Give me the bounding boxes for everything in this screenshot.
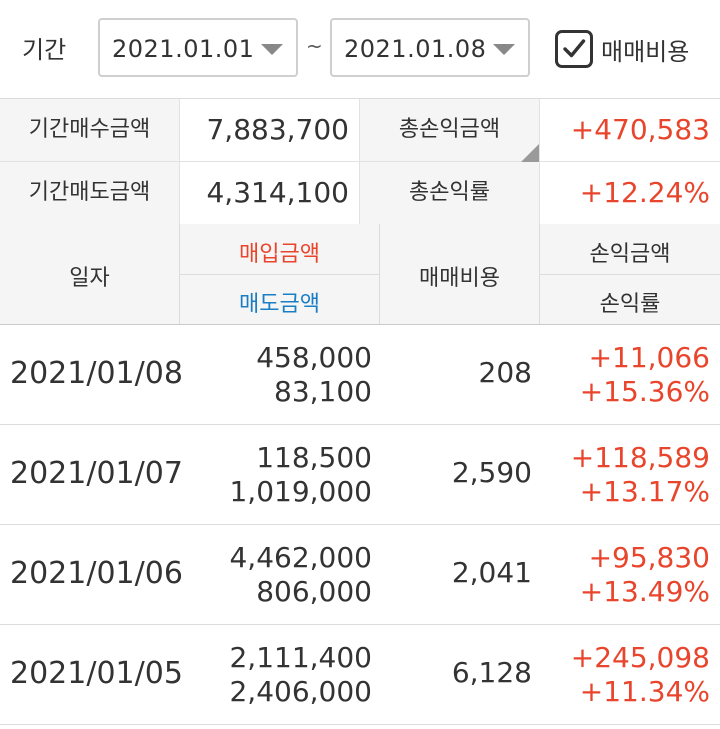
row-fee: 6,128 [451, 656, 532, 689]
date-range-separator: ~ [306, 34, 323, 58]
row-pl-amount: +11,066 [588, 341, 710, 374]
row-buy-amount: 2,111,400 [229, 641, 372, 674]
row-pl-rate: +13.49% [579, 575, 710, 608]
header-sell-amount[interactable]: 매도금액 [239, 292, 320, 317]
sell-total-label: 기간매도금액 [0, 162, 180, 225]
row-pl-amount: +118,589 [570, 441, 710, 474]
tooltip-corner-icon[interactable] [521, 144, 539, 162]
table-row[interactable]: 2021/01/06 4,462,000 806,000 2,041 +95,8… [0, 525, 720, 625]
row-pl-rate: +15.36% [579, 375, 710, 408]
row-date: 2021/01/05 [10, 656, 183, 691]
row-sell-amount: 83,100 [274, 375, 372, 408]
header-divider [179, 224, 180, 324]
header-divider [180, 274, 379, 275]
total-pl-rate-label: 총손익률 [360, 162, 540, 225]
header-divider [539, 224, 540, 324]
header-divider [379, 224, 380, 324]
row-buy-amount: 118,500 [256, 441, 372, 474]
checkmark-icon [563, 39, 586, 58]
header-date[interactable]: 일자 [69, 266, 110, 291]
period-label: 기간 [22, 36, 67, 64]
header-pl-amount[interactable]: 손익금액 [589, 242, 671, 267]
total-pl-rate-value: +12.24% [540, 162, 720, 225]
row-pl-amount: +95,830 [588, 541, 710, 574]
row-pl-rate: +13.17% [579, 475, 710, 508]
row-date: 2021/01/06 [10, 556, 183, 591]
header-fee[interactable]: 매매비용 [419, 266, 500, 291]
sell-total-value: 4,314,100 [180, 162, 360, 225]
end-date-value: 2021.01.08 [344, 35, 487, 63]
row-fee: 208 [478, 356, 532, 389]
chevron-down-icon [261, 44, 283, 55]
fee-checkbox-label: 매매비용 [601, 38, 690, 66]
end-date-select[interactable]: 2021.01.08 [330, 18, 530, 77]
start-date-select[interactable]: 2021.01.01 [98, 18, 298, 77]
header-divider [540, 274, 720, 275]
chevron-down-icon [493, 44, 515, 55]
header-pl-rate[interactable]: 손익률 [599, 292, 661, 317]
buy-total-value: 7,883,700 [180, 99, 360, 162]
row-sell-amount: 806,000 [256, 575, 372, 608]
row-date: 2021/01/08 [10, 356, 183, 391]
start-date-value: 2021.01.01 [112, 35, 255, 63]
row-buy-amount: 4,462,000 [229, 541, 372, 574]
row-pl-amount: +245,098 [570, 641, 710, 674]
buy-total-label: 기간매수금액 [0, 99, 180, 162]
row-date: 2021/01/07 [10, 456, 183, 491]
total-pl-label: 총손익금액 [360, 99, 540, 162]
table-row[interactable]: 2021/01/07 118,500 1,019,000 2,590 +118,… [0, 425, 720, 525]
row-pl-rate: +11.34% [579, 675, 710, 708]
table-row[interactable]: 2021/01/08 458,000 83,100 208 +11,066 +1… [0, 325, 720, 425]
row-fee: 2,590 [451, 456, 532, 489]
summary-panel: 기간매수금액 7,883,700 총손익금액 +470,583 기간매도금액 4… [0, 98, 720, 225]
table-row[interactable]: 2021/01/05 2,111,400 2,406,000 6,128 +24… [0, 625, 720, 725]
row-sell-amount: 2,406,000 [229, 675, 372, 708]
row-fee: 2,041 [451, 556, 532, 589]
period-filter-bar: 기간 2021.01.01 ~ 2021.01.08 매매비용 [0, 0, 720, 98]
row-buy-amount: 458,000 [256, 341, 372, 374]
table-header: 일자 매입금액 매도금액 매매비용 손익금액 손익률 [0, 224, 720, 325]
header-buy-amount[interactable]: 매입금액 [239, 242, 320, 267]
checkbox-box[interactable] [555, 30, 593, 68]
row-sell-amount: 1,019,000 [229, 475, 372, 508]
total-pl-value: +470,583 [540, 99, 720, 162]
